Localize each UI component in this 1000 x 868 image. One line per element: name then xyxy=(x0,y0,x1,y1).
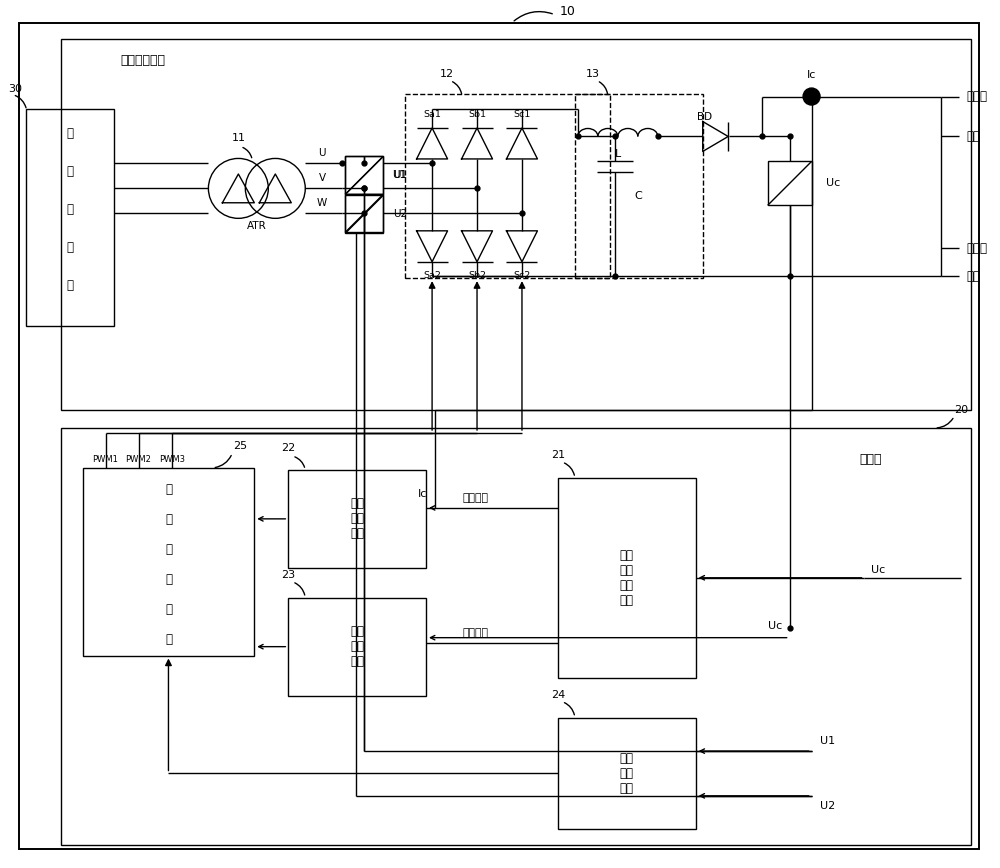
Text: Uc: Uc xyxy=(871,565,886,575)
Text: PWM3: PWM3 xyxy=(159,456,185,464)
Text: 蓄电池: 蓄电池 xyxy=(966,242,987,255)
Text: 逆: 逆 xyxy=(66,203,73,216)
Text: 13: 13 xyxy=(586,69,600,79)
Text: 22: 22 xyxy=(281,443,295,453)
Text: 冲: 冲 xyxy=(165,513,172,526)
Text: 21: 21 xyxy=(551,450,565,460)
Text: 11: 11 xyxy=(231,134,245,143)
Text: Sa1: Sa1 xyxy=(423,109,441,119)
Bar xyxy=(558,718,696,829)
Text: 负载: 负载 xyxy=(966,270,980,283)
Text: Ic: Ic xyxy=(807,69,816,80)
Text: Sc2: Sc2 xyxy=(513,272,531,280)
Bar xyxy=(61,428,971,845)
Text: 脉: 脉 xyxy=(165,483,172,496)
Text: BD: BD xyxy=(697,111,712,122)
Text: Uc: Uc xyxy=(768,621,783,631)
Bar xyxy=(405,94,610,279)
Text: U: U xyxy=(318,148,326,159)
Text: 变: 变 xyxy=(66,240,73,253)
Text: PWM2: PWM2 xyxy=(126,456,151,464)
Text: 过零
检测
模块: 过零 检测 模块 xyxy=(620,752,634,795)
Text: 控制器: 控制器 xyxy=(860,453,882,466)
Bar xyxy=(61,39,971,410)
Text: 辅: 辅 xyxy=(66,127,73,140)
Text: 30: 30 xyxy=(9,83,23,94)
Text: 控: 控 xyxy=(165,543,172,556)
Text: 块: 块 xyxy=(165,633,172,646)
Text: 10: 10 xyxy=(560,5,576,18)
Bar xyxy=(345,194,383,233)
Text: 负载: 负载 xyxy=(966,130,980,143)
Text: 12: 12 xyxy=(440,69,454,79)
Text: U1: U1 xyxy=(393,170,407,181)
Text: 恒压
控制
模块: 恒压 控制 模块 xyxy=(350,625,364,668)
Text: ATR: ATR xyxy=(246,221,266,232)
Text: Sb1: Sb1 xyxy=(468,109,486,119)
Text: 充电
模式
仲裁
模块: 充电 模式 仲裁 模块 xyxy=(620,549,634,607)
Text: 恒流
控制
模块: 恒流 控制 模块 xyxy=(350,497,364,541)
Text: PWM1: PWM1 xyxy=(93,456,118,464)
Text: 恒流充电: 恒流充电 xyxy=(462,493,488,503)
Text: L: L xyxy=(615,149,621,160)
Text: 23: 23 xyxy=(281,569,295,580)
Text: Sb2: Sb2 xyxy=(468,272,486,280)
Bar xyxy=(345,195,383,233)
Bar xyxy=(345,156,383,194)
Text: U1: U1 xyxy=(392,170,406,181)
Text: Sa2: Sa2 xyxy=(423,272,441,280)
Text: 模: 模 xyxy=(165,603,172,616)
Bar xyxy=(288,598,426,695)
Text: 20: 20 xyxy=(954,405,968,415)
Bar xyxy=(768,161,812,206)
Circle shape xyxy=(803,88,820,105)
Text: U2: U2 xyxy=(820,801,835,811)
Text: C: C xyxy=(634,191,642,201)
Text: 器: 器 xyxy=(66,279,73,292)
Text: W: W xyxy=(317,199,327,208)
Bar xyxy=(345,156,383,194)
Text: 蓄电池: 蓄电池 xyxy=(966,90,987,103)
Text: 24: 24 xyxy=(551,689,565,700)
Text: 25: 25 xyxy=(233,441,247,451)
Text: U2: U2 xyxy=(393,209,407,220)
Text: U1: U1 xyxy=(820,736,835,746)
Bar xyxy=(575,94,703,279)
Text: Ic: Ic xyxy=(417,489,427,499)
Text: Sc1: Sc1 xyxy=(513,109,531,119)
Text: Uc: Uc xyxy=(826,179,840,188)
Text: 制: 制 xyxy=(165,573,172,586)
Bar xyxy=(26,108,114,326)
Text: 充电机主电路: 充电机主电路 xyxy=(121,54,166,67)
Bar xyxy=(558,478,696,678)
Text: 助: 助 xyxy=(66,165,73,178)
Text: 恒压充电: 恒压充电 xyxy=(462,628,488,638)
Bar xyxy=(288,470,426,568)
Bar xyxy=(83,468,254,655)
Text: V: V xyxy=(319,174,326,183)
